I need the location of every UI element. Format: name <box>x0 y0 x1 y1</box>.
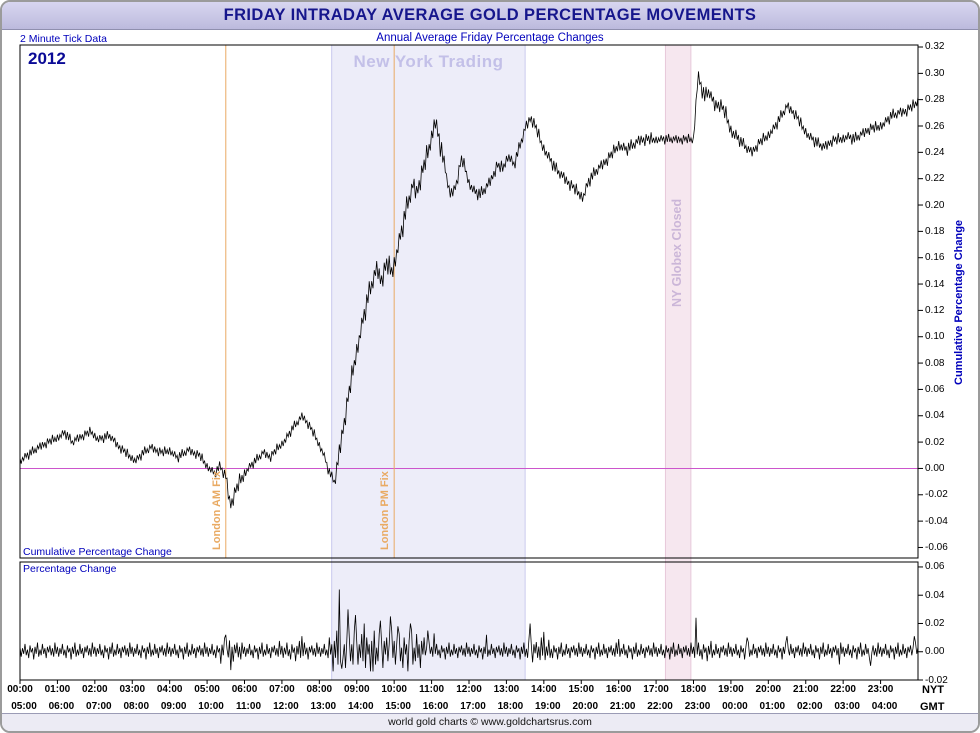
footer-bar: world gold charts © www.goldchartsrus.co… <box>2 713 978 731</box>
percentage-line <box>19 589 919 672</box>
ny-trading-band <box>331 45 526 680</box>
cumulative-line <box>19 71 919 509</box>
globex-closed-band <box>665 45 691 680</box>
page-title: FRIDAY INTRADAY AVERAGE GOLD PERCENTAGE … <box>223 6 757 24</box>
title-bar: FRIDAY INTRADAY AVERAGE GOLD PERCENTAGE … <box>2 2 978 30</box>
tick-data-note: 2 Minute Tick Data <box>20 33 107 45</box>
chart-subtitle: Annual Average Friday Percentage Changes <box>376 32 604 44</box>
main-plot-frame <box>19 44 919 559</box>
footer-credit: world gold charts © www.goldchartsrus.co… <box>388 716 592 728</box>
